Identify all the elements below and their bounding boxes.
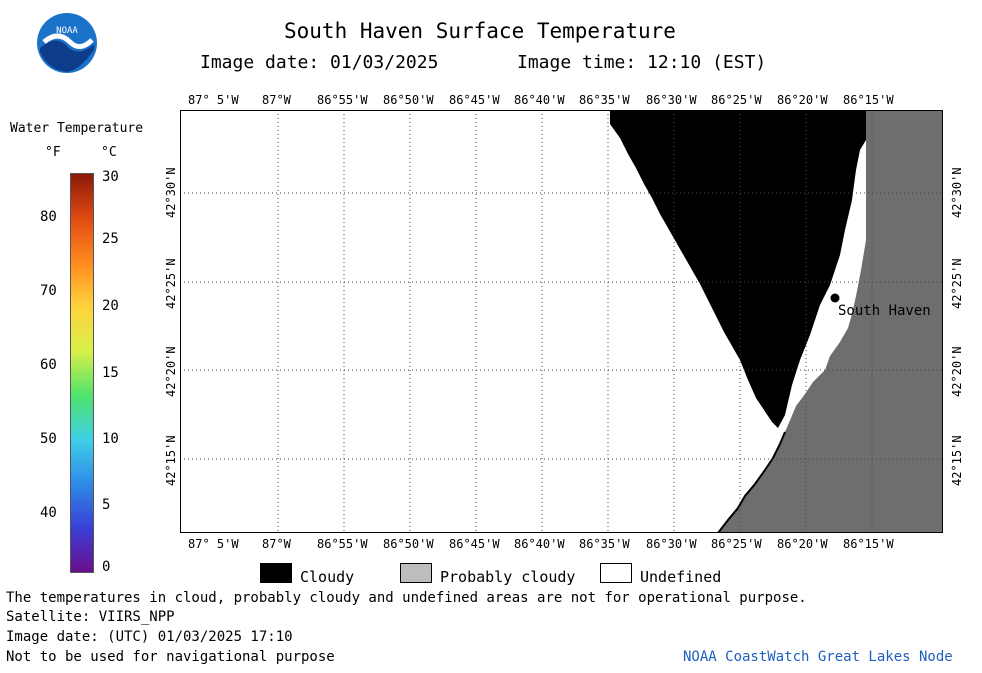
lon-label: 86°40'W bbox=[514, 537, 565, 551]
utc-date-text: Image date: (UTC) 01/03/2025 17:10 bbox=[6, 629, 293, 645]
lat-label: 42°30'N bbox=[164, 167, 178, 218]
satellite-text: Satellite: VIIRS_NPP bbox=[6, 609, 175, 625]
lat-label: 42°25'N bbox=[950, 258, 964, 309]
credit-link[interactable]: NOAA CoastWatch Great Lakes Node bbox=[683, 649, 953, 665]
undefined-label: Undefined bbox=[640, 568, 722, 586]
lat-label: 42°15'N bbox=[950, 435, 964, 486]
lon-label: 86°50'W bbox=[383, 537, 434, 551]
lon-label: 86°50'W bbox=[383, 93, 434, 107]
lon-label: 86°55'W bbox=[317, 93, 368, 107]
f-tick: 70 bbox=[40, 283, 57, 299]
lon-label: 86°25'W bbox=[711, 537, 762, 551]
f-tick: 40 bbox=[40, 505, 57, 521]
noaa-logo: NOAA bbox=[36, 12, 98, 74]
f-tick: 50 bbox=[40, 431, 57, 447]
legend-unit-c: °C bbox=[101, 145, 117, 160]
lat-label: 42°20'N bbox=[164, 346, 178, 397]
c-tick: 0 bbox=[102, 559, 111, 575]
coastline bbox=[717, 431, 786, 534]
image-time: Image time: 12:10 (EST) bbox=[517, 52, 767, 73]
lon-label: 86°30'W bbox=[646, 537, 697, 551]
graticule bbox=[180, 110, 943, 533]
logo-text: NOAA bbox=[56, 26, 78, 36]
lon-label: 86°55'W bbox=[317, 537, 368, 551]
page-title: South Haven Surface Temperature bbox=[284, 19, 676, 43]
lon-label: 87° 5'W bbox=[188, 537, 239, 551]
lat-label: 42°30'N bbox=[950, 167, 964, 218]
lat-label: 42°15'N bbox=[164, 435, 178, 486]
temperature-map[interactable] bbox=[180, 110, 943, 534]
temperature-color-bar bbox=[70, 173, 94, 573]
nav-warning-text: Not to be used for navigational purpose bbox=[6, 649, 335, 665]
undefined-swatch bbox=[600, 563, 632, 583]
c-tick: 10 bbox=[102, 431, 119, 447]
lon-label: 86°20'W bbox=[777, 537, 828, 551]
city-marker[interactable] bbox=[830, 293, 840, 303]
coastline bbox=[715, 425, 784, 527]
image-date: Image date: 01/03/2025 bbox=[200, 52, 439, 73]
lon-label: 87° 5'W bbox=[188, 93, 239, 107]
land-area bbox=[718, 110, 943, 533]
f-tick: 60 bbox=[40, 357, 57, 373]
lon-label: 86°15'W bbox=[843, 93, 894, 107]
c-tick: 30 bbox=[102, 169, 119, 185]
c-tick: 25 bbox=[102, 231, 119, 247]
lat-label: 42°20'N bbox=[950, 346, 964, 397]
lon-label: 86°35'W bbox=[579, 93, 630, 107]
lon-label: 86°25'W bbox=[711, 93, 762, 107]
legend-title: Water Temperature bbox=[10, 121, 144, 136]
lon-label: 86°35'W bbox=[579, 537, 630, 551]
legend-unit-f: °F bbox=[45, 145, 61, 160]
probably-cloudy-swatch bbox=[400, 563, 432, 583]
city-label: South Haven bbox=[838, 303, 931, 319]
lon-label: 86°40'W bbox=[514, 93, 565, 107]
lon-label: 86°30'W bbox=[646, 93, 697, 107]
c-tick: 5 bbox=[102, 497, 111, 513]
cloudy-swatch bbox=[260, 563, 292, 583]
lon-label: 86°20'W bbox=[777, 93, 828, 107]
disclaimer-text: The temperatures in cloud, probably clou… bbox=[6, 590, 807, 606]
c-tick: 20 bbox=[102, 298, 119, 314]
probably-cloudy-label: Probably cloudy bbox=[440, 568, 576, 586]
lon-label: 87°W bbox=[262, 537, 291, 551]
lon-label: 86°15'W bbox=[843, 537, 894, 551]
lon-label: 86°45'W bbox=[449, 93, 500, 107]
f-tick: 80 bbox=[40, 209, 57, 225]
lat-label: 42°25'N bbox=[164, 258, 178, 309]
cloudy-label: Cloudy bbox=[300, 568, 355, 586]
cloud-area bbox=[610, 110, 866, 428]
lon-label: 86°45'W bbox=[449, 537, 500, 551]
lon-label: 87°W bbox=[262, 93, 291, 107]
c-tick: 15 bbox=[102, 365, 119, 381]
